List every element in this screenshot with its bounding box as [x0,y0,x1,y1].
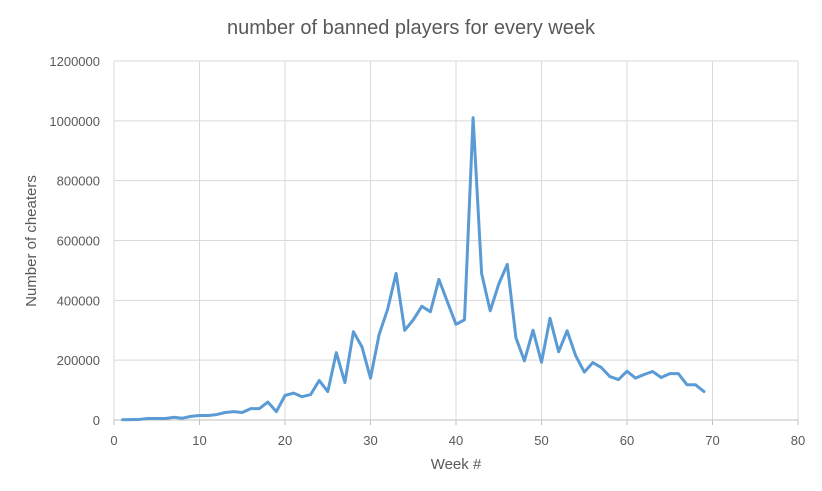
data-point [694,383,697,386]
data-point [198,414,201,417]
data-point [531,329,535,332]
data-point [386,308,389,311]
data-point [121,418,124,421]
x-tick-label: 30 [363,433,377,448]
data-point [660,376,663,379]
grid [113,60,799,425]
data-point [702,390,706,393]
y-tick-label: 600000 [57,234,100,249]
data-point [412,318,415,321]
x-tick-label: 80 [791,433,805,448]
data-point [318,379,321,382]
data-point [523,359,526,362]
data-point [129,418,133,421]
data-point [249,407,252,410]
data-point [326,390,329,393]
data-point [574,354,577,357]
y-tick-label: 1000000 [49,114,100,129]
y-tick-label: 400000 [57,293,100,308]
data-point [403,329,406,332]
data-point [172,416,176,419]
data-point [394,272,398,275]
data-point [565,329,569,333]
data-point [651,370,654,373]
x-tick-label: 60 [620,433,634,448]
data-point [215,413,218,416]
data-point [600,366,603,369]
data-point [275,410,278,413]
data-point [377,333,381,336]
chart-title: number of banned players for every week [227,17,596,39]
series-group [121,116,706,422]
data-point [454,323,458,326]
data-point [420,305,423,308]
data-point [677,372,680,375]
data-point [668,372,671,375]
data-point [685,383,689,386]
data-point [283,394,287,397]
data-point [642,373,646,376]
data-point [471,116,475,120]
x-tick-label: 40 [449,433,463,448]
data-point [608,375,612,378]
data-point [164,417,167,420]
data-point [258,407,261,410]
data-point [634,376,637,380]
data-point [300,395,304,398]
x-tick-label: 70 [705,433,719,448]
data-point [155,417,158,420]
data-point [591,361,594,364]
data-point [335,351,338,354]
data-point [463,318,466,321]
data-point [360,345,364,348]
x-axis-label: Week # [431,456,482,473]
series-line [121,116,706,422]
y-tick-label: 800000 [57,174,100,189]
x-tick-label: 0 [110,433,117,448]
data-point [147,417,150,420]
data-point [557,350,560,353]
y-tick-label: 1200000 [49,54,100,69]
data-point [223,411,227,414]
x-tick-label: 20 [278,433,292,448]
data-point [540,361,543,364]
data-point [480,272,483,275]
data-point [617,378,620,381]
data-point [583,370,586,374]
data-point [369,376,372,380]
data-point [429,310,432,313]
y-tick-label: 0 [93,413,100,428]
x-tick-label: 10 [192,433,206,448]
data-point [497,282,500,286]
y-axis-label: Number of cheaters [23,175,40,307]
data-point [138,418,141,421]
data-point [309,393,312,396]
data-point [181,417,184,420]
data-point [548,317,552,320]
data-point [352,330,355,333]
data-point [241,411,244,414]
x-tick-label: 50 [534,433,548,448]
data-point [437,278,441,281]
data-point [506,263,509,266]
data-point [625,370,629,373]
data-point [266,400,270,404]
data-point [489,309,492,313]
data-point [232,410,235,413]
data-point [206,414,210,417]
tick-labels: 0 200000 400000 600000 800000 1000000 1200000 0… [49,54,805,448]
data-point [292,391,295,395]
data-point [343,381,347,384]
data-point [189,415,193,418]
data-point [514,336,518,339]
data-point [446,300,449,304]
y-tick-label: 200000 [57,353,100,368]
